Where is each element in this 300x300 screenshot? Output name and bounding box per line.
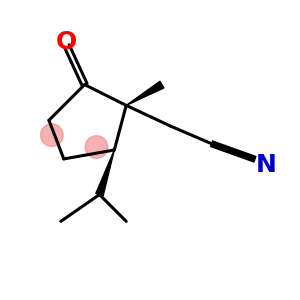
- Polygon shape: [96, 150, 114, 196]
- Circle shape: [40, 124, 63, 146]
- Polygon shape: [126, 81, 164, 105]
- Text: N: N: [256, 153, 276, 177]
- Circle shape: [85, 136, 108, 158]
- Text: O: O: [56, 29, 77, 53]
